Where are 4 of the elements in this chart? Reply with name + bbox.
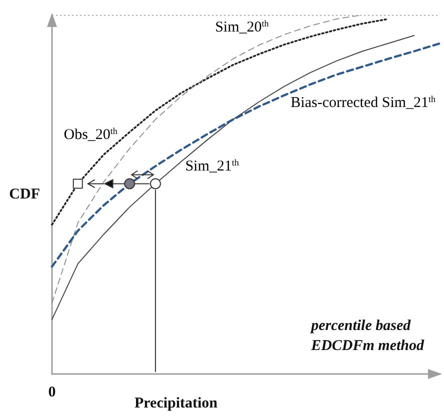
text: 0	[48, 384, 56, 400]
annotation: percentile based EDCDFm method	[309, 318, 424, 354]
x-axis-title: Precipitation	[134, 396, 218, 412]
y-axis-title: CDF	[9, 186, 40, 202]
